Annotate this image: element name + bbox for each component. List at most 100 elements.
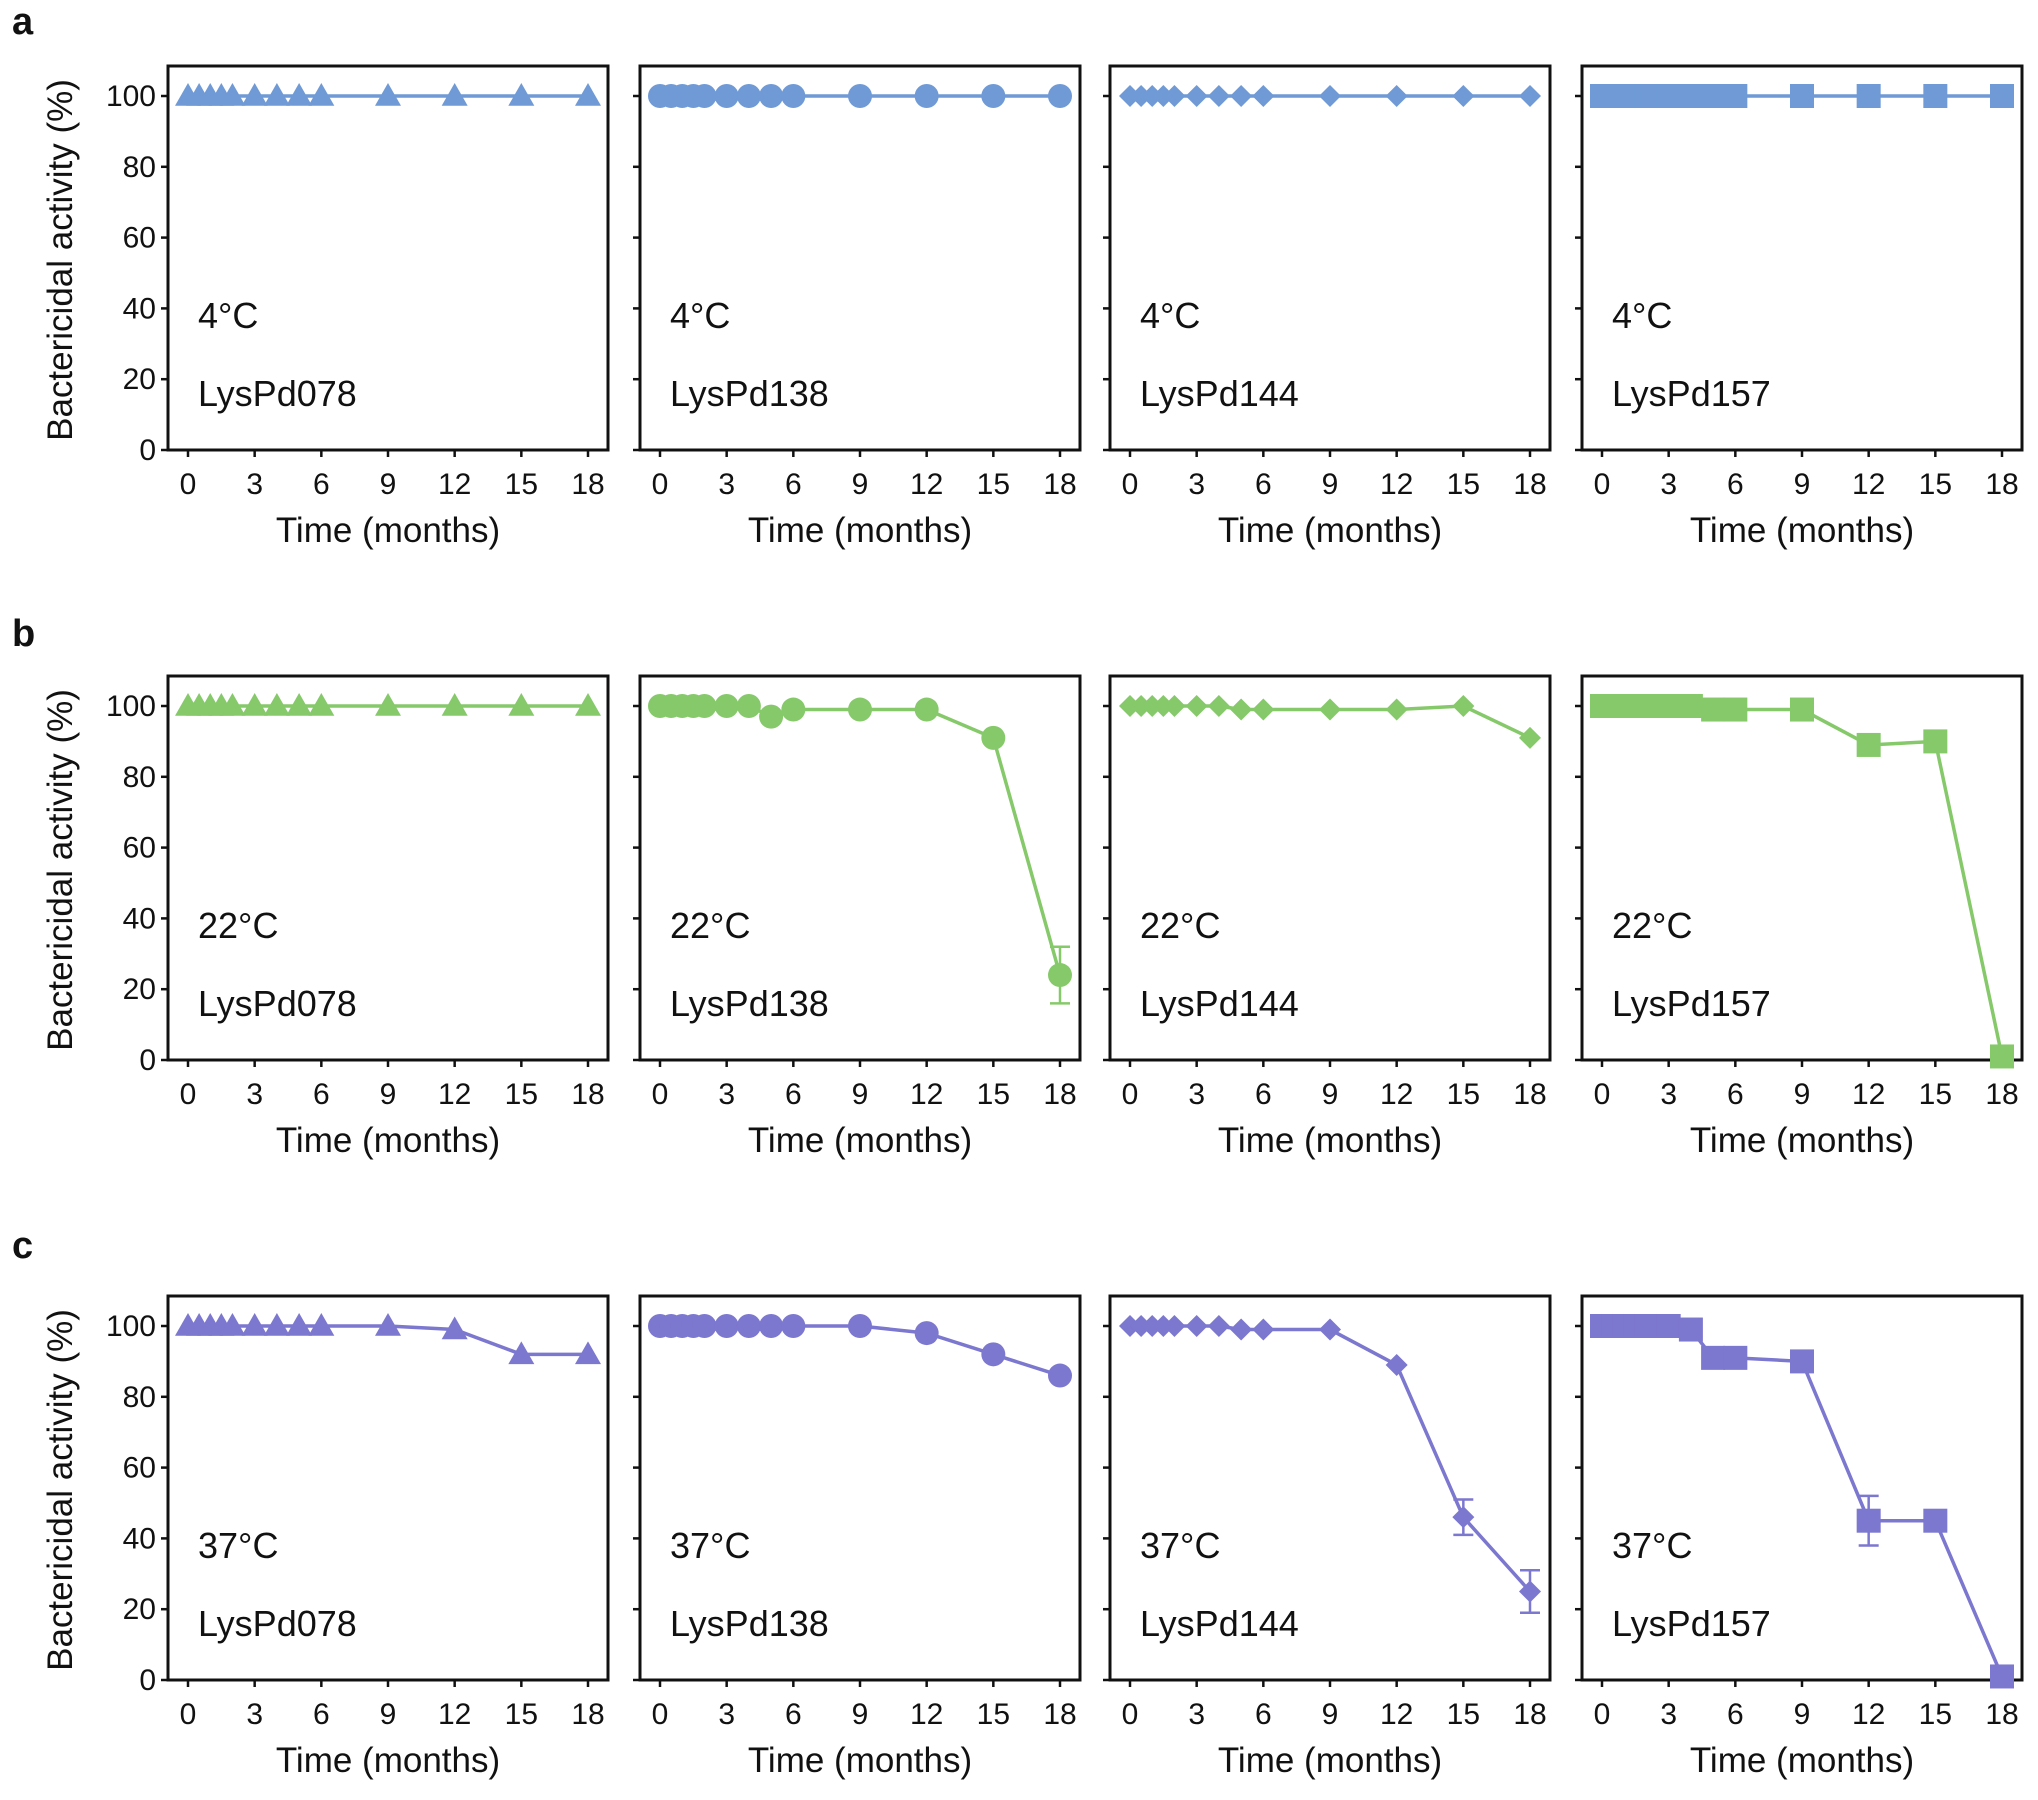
x-axis-title: Time (months) (1690, 1741, 1914, 1780)
data-point (692, 694, 717, 718)
data-point (575, 83, 601, 106)
y-tick-label: 100 (106, 80, 156, 113)
data-point (1701, 697, 1726, 722)
x-tick-label: 0 (180, 1078, 197, 1111)
series-name-label: LysPd078 (198, 983, 357, 1024)
x-tick-label: 6 (1255, 1698, 1272, 1731)
y-tick-label: 20 (123, 1593, 156, 1626)
data-point (714, 84, 739, 108)
y-tick-label: 60 (123, 222, 156, 255)
data-point (848, 84, 872, 108)
x-tick-label: 9 (1794, 1078, 1811, 1111)
x-tick-label: 3 (1660, 468, 1677, 501)
y-tick-label: 40 (123, 292, 156, 325)
data-point (759, 1314, 784, 1338)
data-point (508, 83, 535, 106)
data-point (781, 84, 806, 108)
series-name-label: LysPd078 (198, 1603, 357, 1644)
series-name-label: LysPd157 (1612, 1603, 1771, 1644)
x-tick-label: 12 (438, 468, 471, 501)
data-point (1452, 85, 1475, 107)
x-axis-title: Time (months) (1690, 511, 1914, 550)
x-tick-label: 18 (1513, 468, 1546, 501)
x-tick-label: 15 (505, 1078, 538, 1111)
x-tick-label: 3 (1188, 1078, 1205, 1111)
x-tick-label: 6 (1255, 1078, 1272, 1111)
x-axis-title: Time (months) (276, 511, 500, 550)
data-point (1678, 1317, 1703, 1342)
data-point (1990, 1664, 2014, 1689)
data-point (1790, 697, 1814, 722)
data-point (759, 84, 784, 108)
x-tick-label: 12 (910, 468, 943, 501)
data-point (848, 1314, 872, 1338)
x-tick-label: 6 (313, 1698, 330, 1731)
data-point (1119, 695, 1141, 717)
data-point (1252, 85, 1275, 107)
x-tick-label: 15 (977, 1078, 1010, 1111)
panel-letter-c: c (12, 1225, 33, 1267)
data-point (1230, 85, 1253, 107)
data-point (375, 693, 401, 716)
data-point (1252, 698, 1275, 721)
data-point (914, 1321, 939, 1346)
data-point (1163, 85, 1186, 107)
data-point (1656, 84, 1681, 108)
data-point (1856, 84, 1881, 108)
data-point (781, 1314, 806, 1338)
data-point (219, 693, 246, 716)
data-point (1385, 1353, 1408, 1376)
x-tick-label: 6 (1255, 468, 1272, 501)
data-point (1634, 1314, 1659, 1338)
chart-c-LysPd157: 0 3 6 9 12 15 18 Time (months) 37°C LysPd157 (1575, 1294, 2024, 1780)
data-point (1048, 1363, 1072, 1388)
data-point (241, 1313, 268, 1336)
chart-b-LysPd138: 0 3 6 9 12 15 18 Time (months) 22°C LysPd138 (633, 674, 1082, 1160)
x-axis-title: Time (months) (276, 1741, 500, 1780)
data-point (1185, 85, 1208, 107)
x-tick-label: 9 (1322, 1698, 1339, 1731)
x-axis-title: Time (months) (748, 1741, 972, 1780)
data-point (1119, 1315, 1141, 1337)
x-tick-label: 18 (1985, 1698, 2018, 1731)
x-tick-label: 0 (652, 1078, 669, 1111)
x-tick-label: 9 (852, 1078, 869, 1111)
x-tick-label: 15 (977, 1698, 1010, 1731)
x-tick-label: 9 (852, 468, 869, 501)
x-tick-label: 18 (1043, 1078, 1076, 1111)
data-point (441, 83, 468, 106)
x-tick-label: 9 (380, 1078, 397, 1111)
x-axis-title: Time (months) (276, 1121, 500, 1160)
data-point (1230, 698, 1253, 721)
x-tick-label: 12 (1380, 1078, 1413, 1111)
data-point (1723, 697, 1748, 722)
data-point (1152, 1315, 1175, 1337)
x-tick-label: 18 (1985, 468, 2018, 501)
x-tick-label: 6 (1727, 1078, 1744, 1111)
data-point (1185, 695, 1208, 717)
data-point (575, 693, 601, 716)
data-point (1790, 84, 1814, 108)
panel-letter-b: b (12, 613, 35, 655)
temperature-label: 37°C (1612, 1525, 1692, 1566)
data-point (1119, 85, 1141, 107)
x-tick-label: 12 (1380, 468, 1413, 501)
x-axis-title: Time (months) (1690, 1121, 1914, 1160)
data-point (375, 83, 401, 106)
data-point (848, 697, 872, 722)
y-tick-label: 60 (123, 1452, 156, 1485)
data-point (1141, 85, 1164, 107)
x-tick-label: 0 (180, 468, 197, 501)
x-tick-label: 9 (1794, 468, 1811, 501)
x-axis-title: Time (months) (748, 511, 972, 550)
x-tick-label: 18 (1985, 1078, 2018, 1111)
x-tick-label: 18 (1043, 468, 1076, 501)
data-point (1230, 1318, 1253, 1341)
x-tick-label: 3 (718, 1078, 735, 1111)
x-tick-label: 9 (852, 1698, 869, 1731)
x-tick-label: 15 (977, 468, 1010, 501)
y-tick-label: 80 (123, 151, 156, 184)
x-tick-label: 0 (1122, 468, 1139, 501)
